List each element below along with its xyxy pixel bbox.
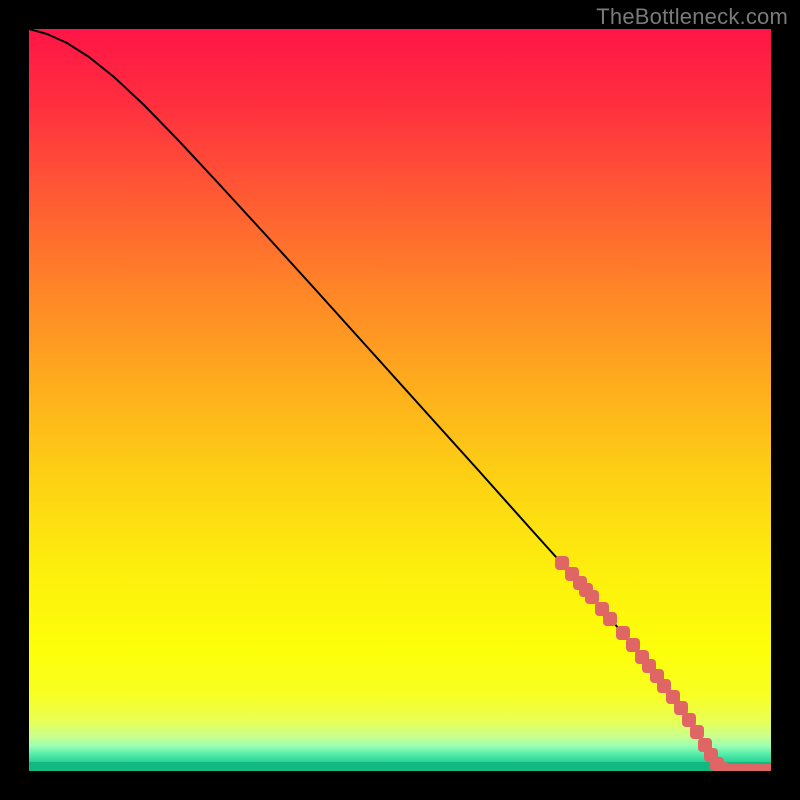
attribution-text: TheBottleneck.com: [596, 4, 788, 30]
figure-container: TheBottleneck.com: [0, 0, 800, 800]
chart-plot-area: [29, 29, 771, 771]
chart-gradient-background: [29, 29, 771, 762]
chart-marker: [690, 725, 704, 739]
chart-svg: [29, 29, 771, 771]
chart-marker: [626, 638, 640, 652]
chart-marker: [603, 612, 617, 626]
chart-marker: [760, 764, 771, 771]
chart-marker: [616, 626, 630, 640]
chart-bottom-band: [29, 762, 771, 771]
chart-marker: [674, 701, 688, 715]
chart-marker: [585, 590, 599, 604]
chart-marker: [682, 713, 696, 727]
